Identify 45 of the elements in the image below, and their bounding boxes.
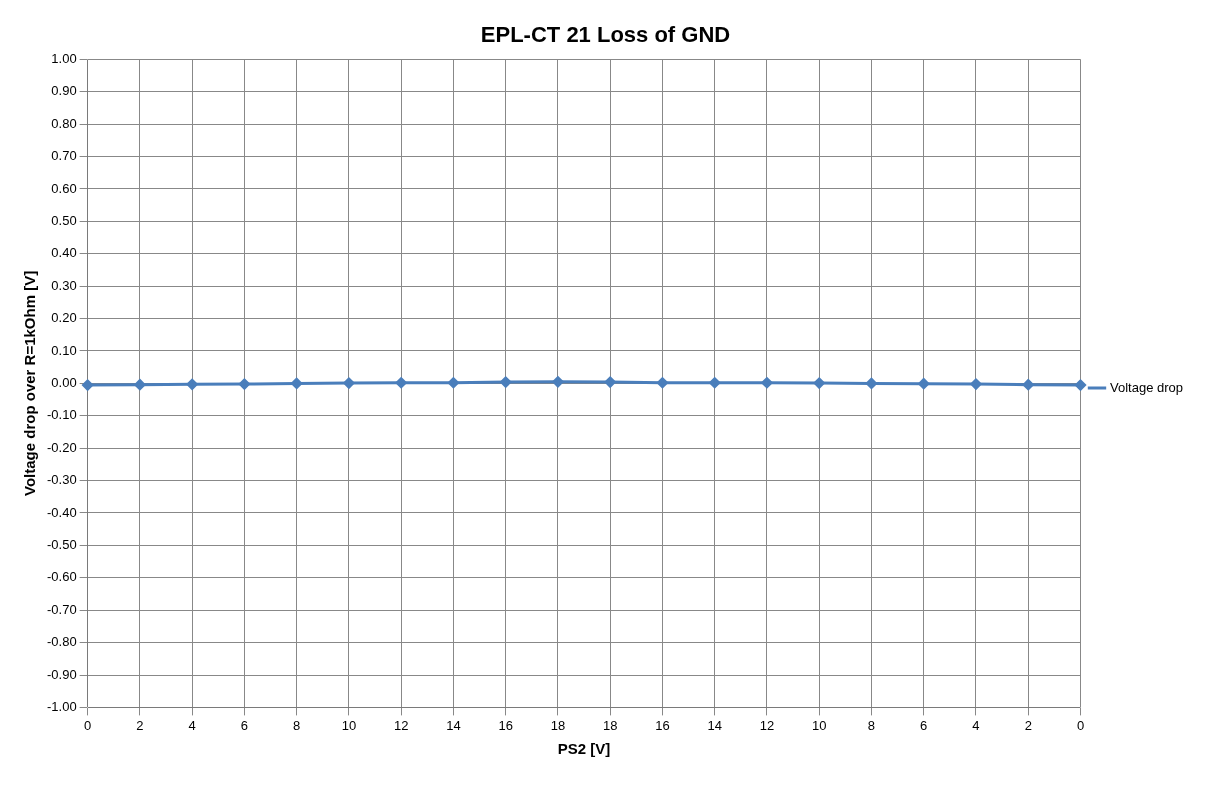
- x-tick-label: 10: [341, 717, 357, 733]
- x-tick-label: 2: [136, 717, 144, 733]
- y-tick-label: 0.20: [51, 310, 77, 326]
- x-tick-label: 4: [972, 717, 980, 733]
- x-tick-label: 12: [759, 717, 775, 733]
- x-tick-label: 16: [655, 717, 670, 733]
- x-tick-label: 8: [293, 717, 301, 733]
- y-tick-label: 0.00: [51, 374, 77, 390]
- y-tick-label: -0.80: [46, 634, 77, 650]
- x-tick-label: 10: [811, 717, 827, 733]
- y-tick-label: -0.20: [46, 439, 77, 455]
- y-tick-label: 0.40: [51, 245, 77, 261]
- x-tick-label: 18: [550, 717, 566, 733]
- x-tick-label: 16: [498, 717, 513, 733]
- y-tick-label: -0.30: [46, 472, 77, 488]
- legend-label: Voltage drop: [1110, 379, 1184, 395]
- y-tick-label: -0.10: [46, 407, 77, 423]
- x-tick-label: 6: [240, 717, 249, 733]
- y-tick-label: -1.00: [46, 698, 77, 714]
- y-tick-label: -0.60: [46, 569, 77, 585]
- y-tick-label: -0.90: [46, 666, 77, 682]
- y-tick-label: -0.40: [46, 504, 77, 520]
- x-tick-label: 18: [602, 717, 618, 733]
- x-tick-label: 0: [84, 717, 92, 733]
- x-tick-label: 8: [867, 717, 876, 733]
- y-tick-label: 0.60: [51, 180, 77, 196]
- y-tick-label: 0.10: [51, 342, 77, 358]
- x-tick-label: 14: [446, 717, 461, 733]
- y-tick-label: 0.30: [51, 277, 77, 293]
- y-tick-label: -0.70: [46, 601, 77, 617]
- x-tick-label: 0: [1076, 717, 1085, 733]
- y-tick-label: 0.90: [51, 83, 77, 99]
- x-tick-label: 14: [707, 717, 722, 733]
- x-tick-label: 2: [1024, 717, 1032, 733]
- chart-title: EPL-CT 21 Loss of GND: [480, 22, 731, 48]
- y-axis-title: Voltage drop over R=1kOhm [V]: [21, 270, 39, 496]
- y-tick-label: 0.70: [51, 148, 77, 164]
- y-tick-label: 0.80: [51, 115, 77, 131]
- y-tick-label: 0.50: [51, 212, 77, 228]
- x-tick-label: 6: [920, 717, 928, 733]
- y-tick-label: 1.00: [51, 50, 77, 66]
- y-tick-label: -0.50: [46, 536, 77, 552]
- x-tick-label: 4: [188, 717, 196, 733]
- x-axis-title: PS2 [V]: [557, 740, 611, 758]
- x-tick-label: 12: [393, 717, 409, 733]
